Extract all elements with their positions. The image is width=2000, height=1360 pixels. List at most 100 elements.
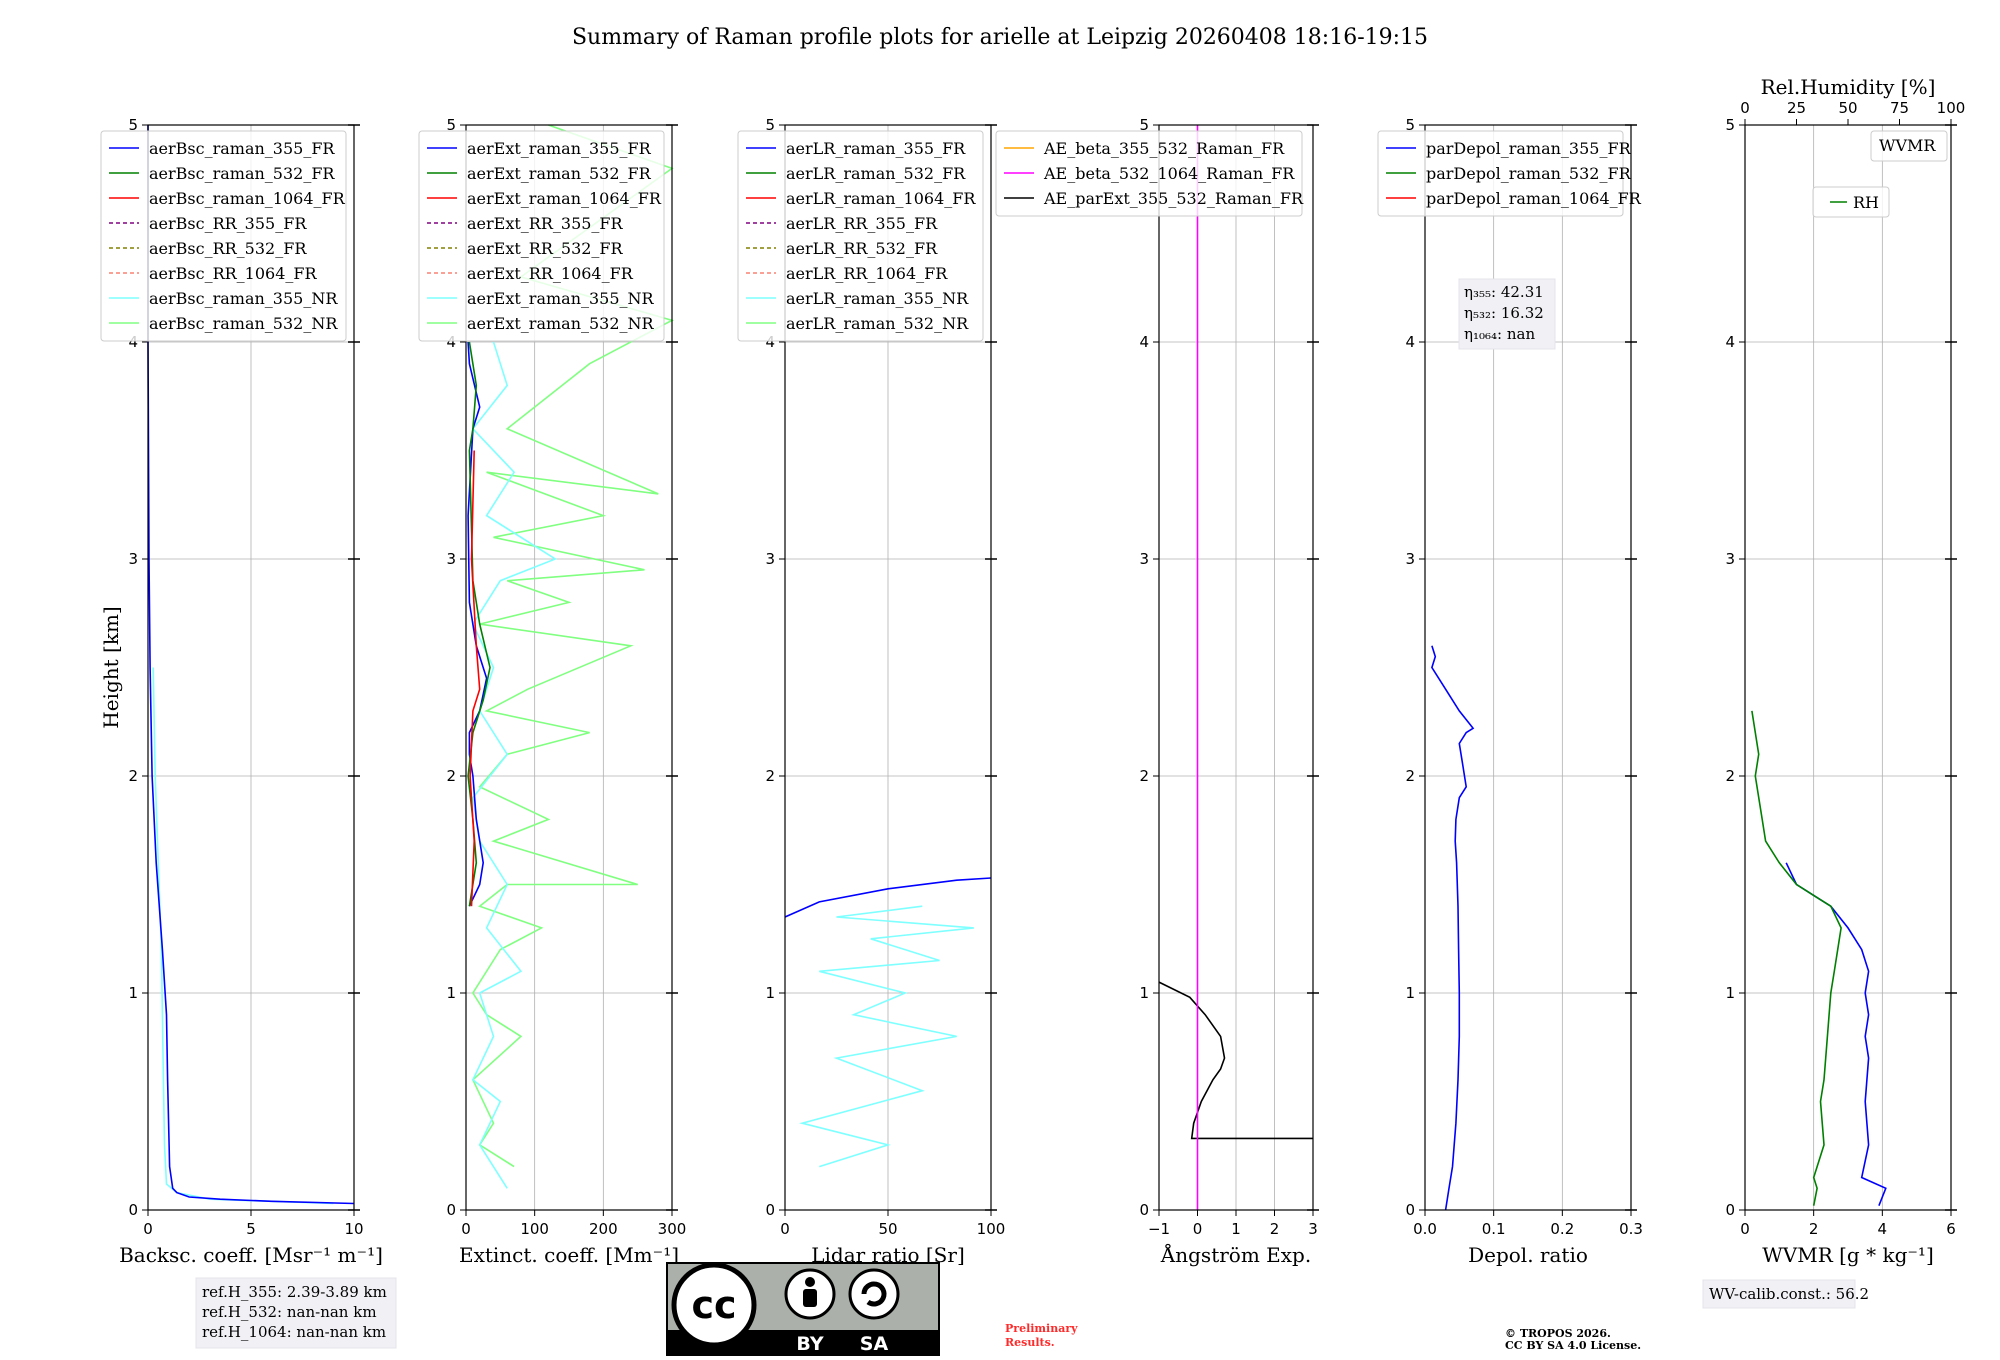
- x-tick-label: 10: [344, 1220, 363, 1238]
- panel-dep: 0.0 0.1 0.2 0.3 0 1 2 3 4 5 Depol. ratio parDepol_r…: [1377, 116, 1643, 1267]
- y-tick-label: 3: [1725, 550, 1735, 568]
- x-tick-label: 0.1: [1482, 1220, 1506, 1238]
- y-tick-label: 0: [128, 1201, 138, 1219]
- top-x-tick-label: 75: [1890, 99, 1909, 117]
- y-tick-label: 1: [765, 984, 775, 1002]
- legend: aerLR_raman_355_FR aerLR_raman_532_FR aerL…: [737, 130, 984, 342]
- legend-label: parDepol_raman_1064_FR: [1426, 189, 1642, 208]
- y-tick-label: 2: [1725, 767, 1735, 785]
- cc-sa-label: SA: [860, 1333, 889, 1355]
- legend-label: RH: [1853, 193, 1879, 212]
- legend-label: AE_parExt_355_532_Raman_FR: [1043, 189, 1304, 208]
- legend-label: aerLR_RR_355_FR: [786, 214, 938, 233]
- legend-label: aerBsc_RR_1064_FR: [149, 264, 318, 283]
- y-tick-label: 5: [446, 116, 456, 134]
- x-axis-label: Extinct. coeff. [Mm⁻¹]: [459, 1243, 679, 1267]
- x-tick-label: 0: [461, 1220, 471, 1238]
- y-tick-label: 3: [765, 550, 775, 568]
- y-tick-label: 4: [765, 333, 775, 351]
- x-tick-label: 2: [1809, 1220, 1819, 1238]
- legend-label: aerExt_raman_355_FR: [467, 139, 652, 158]
- legend-box: [737, 130, 984, 342]
- copyright-line-2: CC BY SA 4.0 License.: [1505, 1339, 1641, 1352]
- x-tick-label: 0: [143, 1220, 153, 1238]
- y-tick-label: 1: [1139, 984, 1149, 1002]
- panel-wv: 0 2 4 6 0 1 2 3 4 5 WVMR [g * kg⁻¹] 0 25 50 75 100Rel.H…: [1702, 75, 1966, 1309]
- x-tick-label: 100: [520, 1220, 549, 1238]
- x-axis-label: Ångström Exp.: [1160, 1242, 1311, 1267]
- legend: parDepol_raman_355_FR parDepol_raman_532_…: [1377, 130, 1642, 217]
- series-line-aerLR_raman_355_NR: [799, 905, 974, 1168]
- legend-box: [418, 130, 665, 342]
- ref-height-1064: ref.H_1064: nan-nan km: [202, 1323, 386, 1341]
- x-axis-label: Backsc. coeff. [Msr⁻¹ m⁻¹]: [119, 1243, 383, 1267]
- axes-frame: [147, 124, 355, 1211]
- y-tick-label: 0: [1405, 1201, 1415, 1219]
- x-tick-label: 0.2: [1550, 1220, 1574, 1238]
- y-tick-label: 2: [446, 767, 456, 785]
- y-tick-label: 4: [128, 333, 138, 351]
- y-tick-label: 2: [1405, 767, 1415, 785]
- x-tick-label: 2: [1270, 1220, 1280, 1238]
- cc-circle-icon: [671, 1262, 757, 1348]
- top-x-tick-label: 25: [1787, 99, 1806, 117]
- x-tick-label: 1: [1231, 1220, 1241, 1238]
- figure-title: Summary of Raman profile plots for ariel…: [572, 25, 1428, 50]
- preliminary-line-1: Preliminary: [1005, 1322, 1078, 1335]
- legend-label: aerBsc_raman_355_NR: [149, 289, 338, 308]
- y-tick-label: 0: [1139, 1201, 1149, 1219]
- series-line-RH: [1751, 710, 1842, 1206]
- y-tick-label: 5: [1405, 116, 1415, 134]
- x-tick-label: 50: [878, 1220, 897, 1238]
- legend-label: aerLR_RR_532_FR: [786, 239, 938, 258]
- legend-label: aerExt_RR_355_FR: [467, 214, 624, 233]
- series-line-aerBsc_raman_355_NR: [152, 667, 334, 1205]
- top-x-tick-label: 0: [1740, 99, 1750, 117]
- y-tick-label: 3: [446, 550, 456, 568]
- legend-box: [1870, 130, 1948, 162]
- y-tick-label: 0: [446, 1201, 456, 1219]
- legend-label: aerLR_raman_355_FR: [786, 139, 966, 158]
- depol-calib-text: η₁₀₆₄: nan: [1464, 325, 1535, 343]
- wv-calib-box: [1702, 1279, 1856, 1309]
- legend-label: aerLR_raman_532_NR: [786, 314, 969, 333]
- reference-heights-box: ref.H_355: 2.39-3.89 km ref.H_532: nan-n…: [195, 1277, 397, 1349]
- x-tick-label: 5: [246, 1220, 256, 1238]
- legend-label: WVMR: [1879, 136, 1936, 155]
- x-tick-label: 0: [1193, 1220, 1203, 1238]
- y-tick-label: 4: [1405, 333, 1415, 351]
- legend-label: parDepol_raman_532_FR: [1426, 164, 1632, 183]
- series-line-aerLR_raman_355_FR: [784, 877, 992, 918]
- series-line-WVMR: [1785, 862, 1887, 1206]
- y-tick-label: 5: [1139, 116, 1149, 134]
- x-tick-label: 3: [1308, 1220, 1318, 1238]
- legend-label: aerBsc_raman_1064_FR: [149, 189, 346, 208]
- top-x-tick-label: 100: [1937, 99, 1966, 117]
- depol-calib-box: [1458, 278, 1556, 350]
- y-tick-label: 1: [446, 984, 456, 1002]
- legend-box: [995, 130, 1303, 217]
- y-tick-label: 3: [1139, 550, 1149, 568]
- y-tick-label: 1: [128, 984, 138, 1002]
- y-tick-label: 3: [1405, 550, 1415, 568]
- ref-height-532: ref.H_532: nan-nan km: [202, 1303, 377, 1321]
- y-axis-label: Height [km]: [99, 606, 123, 728]
- y-tick-label: 0: [765, 1201, 775, 1219]
- panel-bsc: 0 5 10 0 1 2 3 4 5 Backsc. coeff. [Msr⁻¹ m⁻¹] Heig…: [99, 116, 383, 1267]
- y-tick-label: 4: [1725, 333, 1735, 351]
- x-tick-label: 300: [658, 1220, 687, 1238]
- x-tick-label: −1: [1148, 1220, 1170, 1238]
- legend: WVMR RH: [1812, 130, 1948, 218]
- legend-box: [1812, 186, 1890, 218]
- share-alike-icon: [848, 1268, 900, 1320]
- depol-calib-text: η₃₅₅: 42.31: [1464, 283, 1544, 301]
- y-tick-label: 4: [446, 333, 456, 351]
- series-line-parDepol_raman_355_FR: [1431, 645, 1475, 1211]
- axes-frame: [1158, 124, 1314, 1211]
- legend-label: aerBsc_RR_532_FR: [149, 239, 307, 258]
- legend-label: aerExt_RR_1064_FR: [467, 264, 634, 283]
- x-axis-label: WVMR [g * kg⁻¹]: [1762, 1243, 1934, 1267]
- panel-ext: 0 100 200 300 0 1 2 3 4 5 Extinct. coeff. [Mm⁻¹] ae…: [418, 116, 687, 1267]
- legend: aerBsc_raman_355_FR aerBsc_raman_532_FRae…: [100, 130, 347, 342]
